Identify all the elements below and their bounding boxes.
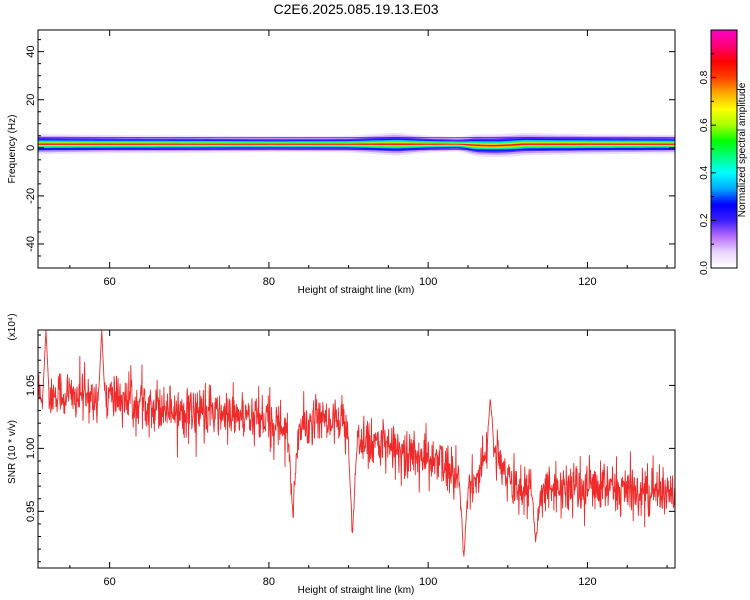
y-tick-label: 20 [25,94,37,106]
spectrogram-frame [37,29,676,269]
x-tick-label: 100 [419,276,437,288]
x-tick-label: 60 [104,276,116,288]
colorbar: 0.0 0.2 0.4 0.6 0.8 Normalized spectral ampl… [699,29,748,275]
x-tick-label: 120 [578,576,596,588]
colorbar-tick-label: 0.6 [699,118,710,132]
colorbar-gradient [710,29,738,269]
x-tick-label: 80 [263,576,275,588]
y-tick-label: -40 [25,236,37,252]
y-tick-label: 40 [25,46,37,58]
x-tick-label: 60 [104,576,116,588]
band-layer-red [38,143,675,147]
x-tick-label: 80 [263,276,275,288]
y-tick-label: -20 [25,188,37,204]
spectrogram-y-axis-label: Frequency (Hz) [7,115,18,184]
colorbar-tick-label: 0.2 [699,213,710,227]
x-tick-label: 120 [578,276,596,288]
spectrogram-x-axis-label: Height of straight line (km) [298,285,415,296]
snr-x-ticks: 60 80 100 120 [69,330,668,588]
snr-series-line [38,330,675,557]
x-tick-label: 100 [419,576,437,588]
y-tick-label: 0 [25,145,37,151]
snr-y-axis-label: SNR (10 * v/v) [7,420,18,484]
snr-frame [37,329,676,569]
colorbar-tick-label: 0.0 [699,261,710,275]
spectrogram-panel: 60 80 100 120 40 20 0 -20 -40 Height of straigh… [7,29,676,296]
snr-plot-area [38,330,675,568]
snr-y-multiplier: (x10⁴) [7,313,18,340]
snr-panel: 60 80 100 120 1.05 1.00 0.95 Height of straig… [7,313,676,596]
y-tick-label: 0.95 [25,501,37,522]
spectrogram-x-ticks: 60 80 100 120 [69,30,668,288]
colorbar-tick-label: 0.8 [699,70,710,84]
colorbar-label: Normalized spectral amplitude [737,82,748,217]
snr-y-ticks: 1.05 1.00 0.95 [25,334,675,563]
colorbar-tick-label: 0.4 [699,165,710,179]
spectrogram-band [38,132,675,157]
colorbar-ticks: 0.0 0.2 0.4 0.6 0.8 [699,53,716,275]
spectrogram-y-ticks: 40 20 0 -20 -40 [25,39,675,257]
snr-x-axis-label: Height of straight line (km) [298,585,415,596]
y-tick-label: 1.00 [25,438,37,459]
chart-title: C2E6.2025.085.19.13.E03 [273,1,438,17]
y-tick-label: 1.05 [25,375,37,396]
